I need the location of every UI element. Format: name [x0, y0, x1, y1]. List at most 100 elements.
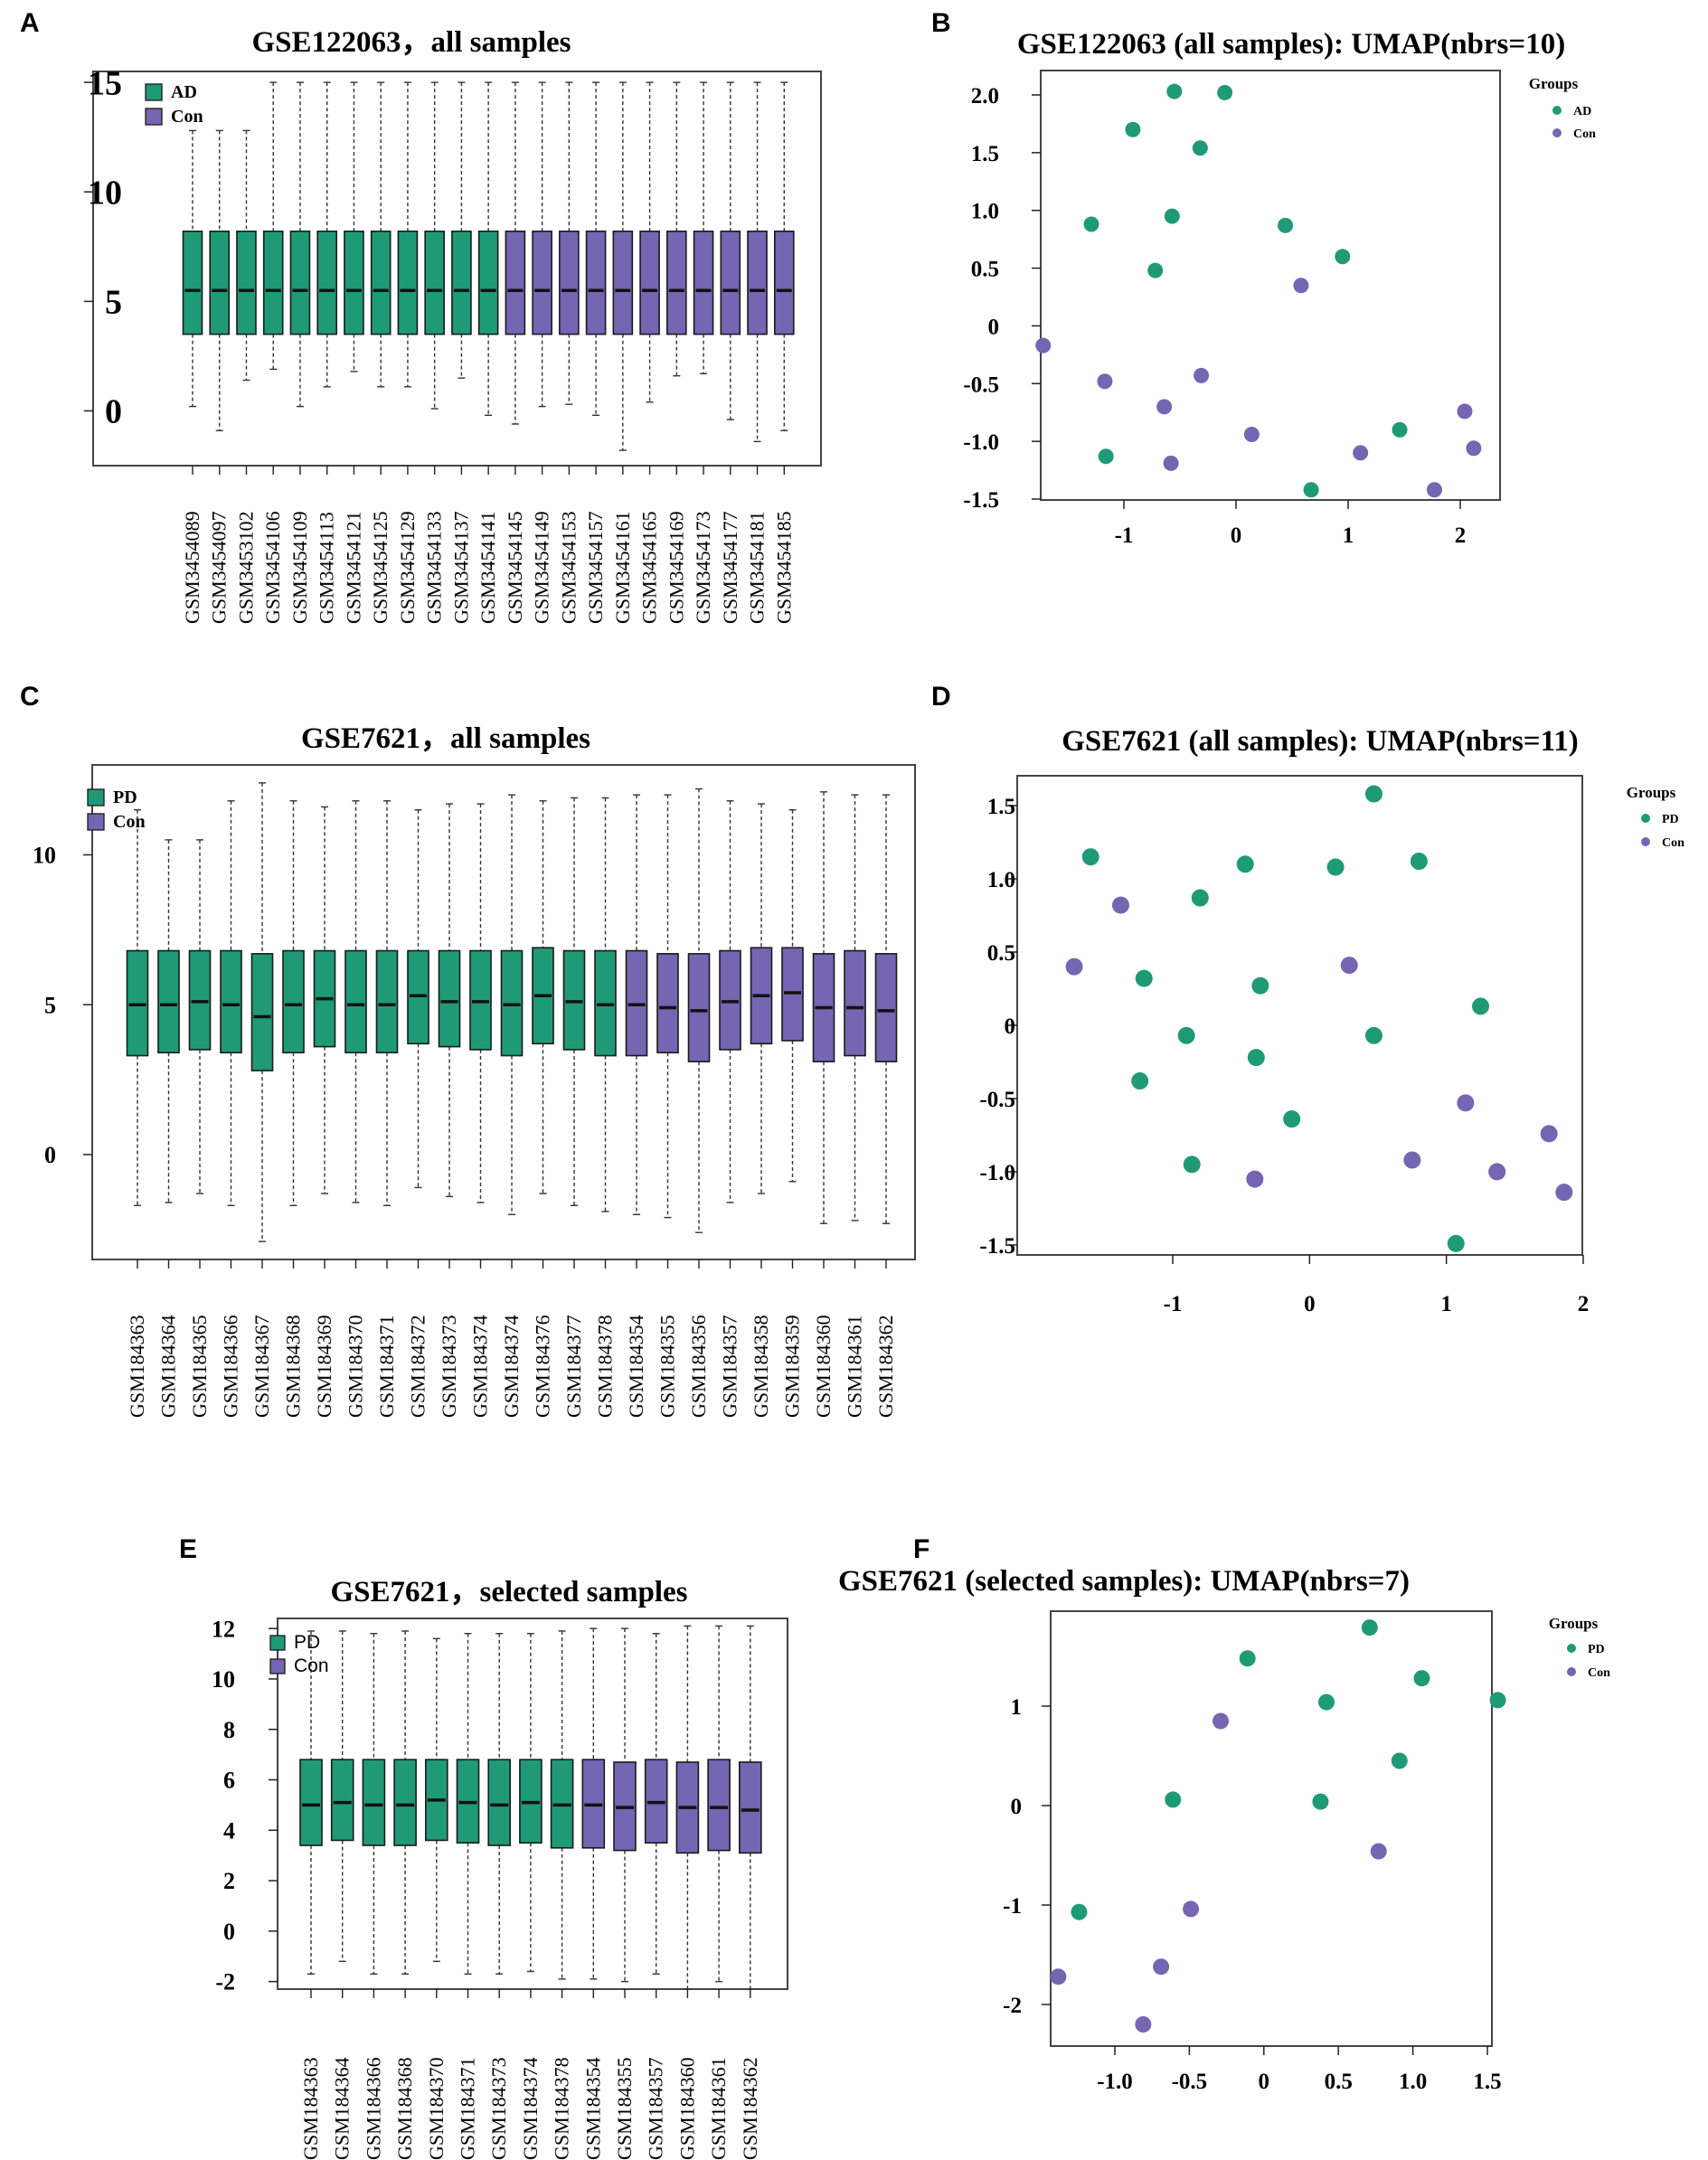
point-ad — [1392, 421, 1408, 438]
y-tick-label: 15 — [88, 64, 122, 102]
y-tick-label: 1.5 — [987, 795, 1015, 819]
box-GSM3454137: GSM3454137 — [449, 81, 472, 624]
x-tick-label: GSM3454109 — [288, 511, 311, 624]
point-con — [1555, 1184, 1573, 1202]
x-tick-label: GSM184371 — [375, 1315, 398, 1418]
point-con — [1403, 1151, 1421, 1169]
x-tick-label: 1 — [1440, 1292, 1452, 1316]
plot-frame — [1016, 775, 1583, 1256]
y-tick-label: -0.5 — [979, 1088, 1015, 1112]
x-tick-label: GSM184378 — [551, 2057, 573, 2160]
y-tick-label: -2 — [215, 1969, 235, 1995]
box-body — [157, 949, 180, 1054]
box-GSM184377: GSM184377 — [562, 797, 586, 1418]
box-GSM184371: GSM184371 — [457, 1633, 480, 2160]
y-tick-label: 10 — [33, 843, 56, 869]
box-GSM3454157: GSM3454157 — [584, 81, 607, 624]
box-body — [262, 231, 284, 335]
y-tick-label: -1.5 — [963, 488, 999, 513]
x-tick-label: 0.5 — [1325, 2070, 1353, 2094]
box-body — [477, 231, 499, 335]
point-ad — [1098, 448, 1114, 465]
box-body — [289, 231, 311, 335]
box-GSM3454089: GSM3454089 — [181, 129, 203, 624]
legend: Groups AD Con — [1529, 75, 1596, 141]
box-GSM184359: GSM184359 — [781, 809, 804, 1418]
legend-label: PD — [1588, 1643, 1605, 1656]
point-ad — [1217, 84, 1233, 100]
box-GSM184355: GSM184355 — [656, 794, 679, 1418]
box-body — [370, 231, 392, 335]
point-pd — [1191, 889, 1209, 907]
point-con — [1097, 373, 1113, 390]
point-ad — [1166, 83, 1183, 99]
point-pd — [1472, 997, 1489, 1015]
box-body — [612, 231, 634, 335]
point-ad — [1147, 262, 1164, 278]
box-GSM184360: GSM184360 — [675, 1625, 700, 2160]
box-body — [773, 231, 795, 335]
box-body — [344, 231, 364, 335]
point-pd — [1318, 1693, 1335, 1711]
box-GSM3454169: GSM3454169 — [665, 81, 687, 624]
x-tick-label: GSM184373 — [438, 1315, 460, 1418]
point-con — [1293, 278, 1309, 294]
box-GSM3454173: GSM3454173 — [692, 81, 714, 624]
box-GSM3454181: GSM3454181 — [746, 81, 769, 624]
point-pd — [1283, 1110, 1301, 1128]
y-tick-label: 0 — [105, 393, 122, 431]
box-body — [585, 231, 607, 335]
legend-marker — [1567, 1644, 1576, 1653]
box-GSM184361: GSM184361 — [844, 794, 866, 1418]
x-tick-label: GSM3454106 — [261, 511, 284, 624]
point-pd — [1131, 1072, 1149, 1090]
y-tick-label: -0.5 — [963, 373, 999, 397]
box-GSM3454121: GSM3454121 — [342, 81, 364, 624]
x-tick-label: GSM184368 — [393, 2057, 416, 2160]
y-tick-label: 1.0 — [987, 868, 1015, 892]
point-pd — [1239, 1650, 1256, 1667]
point-pd — [1391, 1752, 1408, 1769]
panel-letter: F — [913, 1534, 929, 1564]
x-tick-label: GSM184371 — [457, 2057, 479, 2160]
box-GSM184370: GSM184370 — [425, 1637, 448, 2160]
box-GSM184363: GSM184363 — [126, 809, 149, 1418]
point-pd — [1247, 1049, 1265, 1067]
chart-title: GSE7621 (all samples): UMAP(nbrs=11) — [1062, 725, 1579, 758]
point-con — [1457, 1094, 1475, 1112]
panel-letter: E — [179, 1534, 197, 1564]
y-tick-label: -1.5 — [979, 1234, 1015, 1259]
point-con — [1050, 1968, 1067, 1986]
point-con — [1156, 399, 1173, 415]
x-tick-label: GSM184354 — [581, 2057, 604, 2160]
box-GSM184370: GSM184370 — [344, 800, 367, 1418]
box-GSM184373: GSM184373 — [487, 1633, 512, 2160]
box-GSM184357: GSM184357 — [645, 1633, 668, 2160]
box-GSM184354: GSM184354 — [625, 794, 648, 1418]
point-pd — [1081, 848, 1099, 866]
panel-letter: B — [931, 8, 951, 38]
box-body — [362, 1759, 386, 1846]
x-tick-label: GSM3454185 — [772, 511, 795, 624]
box-body — [344, 949, 367, 1054]
y-tick-label: 1 — [1011, 1695, 1023, 1720]
box-GSM3454141: GSM3454141 — [477, 81, 499, 624]
x-tick-label: GSM3454141 — [477, 511, 499, 624]
point-con — [1135, 2016, 1152, 2033]
legend-label: Con — [171, 107, 203, 127]
box-GSM184373: GSM184373 — [438, 803, 461, 1418]
point-ad — [1278, 217, 1294, 233]
point-pd — [1364, 785, 1382, 803]
x-tick-label: -1 — [1115, 523, 1134, 548]
y-tick-label: 0 — [1005, 1014, 1016, 1039]
point-con — [1488, 1163, 1506, 1181]
x-tick-label: GSM3454153 — [557, 511, 580, 624]
x-tick-label: GSM184357 — [719, 1315, 741, 1418]
x-tick-label: GSM184374 — [519, 2057, 542, 2160]
box-body — [532, 231, 552, 335]
x-tick-label: GSM3454165 — [638, 511, 661, 624]
box-GSM184363: GSM184363 — [299, 1630, 323, 2160]
